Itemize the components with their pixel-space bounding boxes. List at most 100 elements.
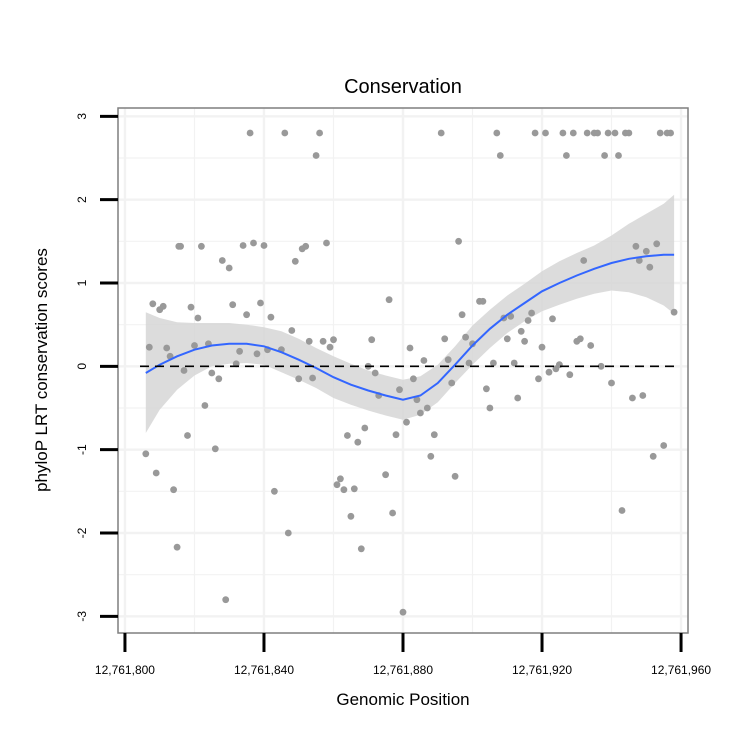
- data-point: [225, 264, 233, 272]
- data-point: [368, 336, 376, 344]
- data-point: [451, 472, 459, 480]
- data-point: [396, 386, 403, 394]
- data-point: [170, 486, 178, 494]
- data-point: [646, 263, 654, 271]
- data-point: [142, 450, 150, 458]
- data-point: [490, 359, 497, 367]
- data-point: [208, 369, 216, 377]
- data-point: [493, 129, 501, 137]
- data-point: [524, 317, 532, 324]
- data-point: [177, 242, 185, 250]
- data-point: [455, 237, 462, 245]
- data-point: [316, 129, 323, 137]
- data-point: [448, 379, 456, 387]
- data-point: [323, 239, 330, 247]
- data-point: [430, 431, 438, 439]
- data-point: [510, 359, 518, 367]
- y-tick-label: 2: [75, 196, 89, 203]
- data-point: [222, 596, 230, 604]
- data-point: [559, 129, 567, 137]
- data-point: [218, 257, 226, 264]
- x-axis-label: Genomic Position: [336, 690, 469, 709]
- data-point: [531, 129, 539, 137]
- data-point: [361, 424, 369, 432]
- data-point: [542, 129, 549, 137]
- y-axis-label: phyloP LRT conservation scores: [32, 248, 51, 492]
- data-point: [576, 335, 584, 343]
- data-point: [427, 452, 435, 460]
- data-point: [632, 242, 640, 250]
- data-point: [371, 369, 379, 377]
- data-point: [629, 394, 636, 402]
- data-point: [569, 129, 577, 137]
- data-point: [215, 375, 223, 383]
- data-point: [357, 545, 365, 553]
- data-point: [284, 529, 292, 537]
- data-point: [159, 302, 167, 310]
- data-point: [250, 239, 257, 247]
- data-point: [198, 242, 205, 250]
- data-point: [406, 344, 414, 352]
- data-point: [545, 368, 553, 376]
- data-point: [611, 129, 619, 137]
- data-point: [333, 481, 341, 489]
- x-axis: 12,761,800 12,761,840 12,761,880 12,761,920…: [95, 633, 711, 677]
- data-point: [340, 486, 348, 494]
- data-point: [601, 152, 608, 159]
- data-point: [385, 296, 393, 304]
- data-point: [326, 343, 334, 351]
- chart-title: Conservation: [344, 76, 462, 98]
- data-point: [267, 313, 275, 321]
- data-point: [583, 129, 591, 137]
- data-point: [257, 299, 264, 307]
- x-tick-label: 12,761,920: [512, 663, 572, 677]
- data-point: [660, 442, 668, 449]
- data-point: [625, 129, 633, 137]
- data-point: [462, 333, 469, 341]
- data-point: [243, 311, 251, 319]
- data-point: [514, 394, 522, 402]
- data-point: [173, 543, 181, 551]
- data-point: [670, 308, 678, 316]
- data-point: [653, 240, 661, 248]
- data-point: [232, 360, 240, 368]
- data-point: [399, 608, 407, 616]
- data-point: [312, 152, 320, 159]
- y-tick-label: 0: [75, 363, 89, 370]
- data-point: [152, 469, 160, 477]
- data-point: [635, 257, 643, 264]
- confidence-band-area: [145, 194, 675, 433]
- data-point: [291, 257, 299, 265]
- data-point: [458, 311, 466, 319]
- y-tick-label: -3: [75, 611, 89, 622]
- data-point: [566, 371, 574, 379]
- data-point: [194, 314, 202, 322]
- data-point: [441, 335, 449, 343]
- data-point: [309, 374, 316, 382]
- data-point: [354, 438, 362, 446]
- data-point: [496, 152, 504, 159]
- data-point: [260, 242, 268, 249]
- y-axis: -3 -2 -1 0 1 2 3: [75, 113, 118, 622]
- y-tick-label: -2: [75, 527, 89, 538]
- data-point: [295, 375, 303, 383]
- data-point: [392, 431, 400, 439]
- data-point: [469, 340, 476, 348]
- data-point: [281, 129, 289, 137]
- data-point: [413, 396, 421, 404]
- data-point: [253, 350, 261, 358]
- data-point: [305, 337, 313, 345]
- data-point: [337, 475, 344, 483]
- data-point: [420, 357, 428, 364]
- data-point: [465, 359, 473, 367]
- x-tick-label: 12,761,960: [651, 663, 711, 677]
- data-point: [580, 257, 588, 264]
- data-point: [423, 404, 431, 412]
- data-point: [271, 487, 278, 495]
- data-point: [163, 344, 171, 352]
- data-point: [479, 297, 487, 305]
- data-point: [594, 129, 601, 137]
- data-point: [483, 385, 490, 393]
- y-tick-label: 3: [75, 113, 89, 120]
- data-point: [330, 336, 337, 344]
